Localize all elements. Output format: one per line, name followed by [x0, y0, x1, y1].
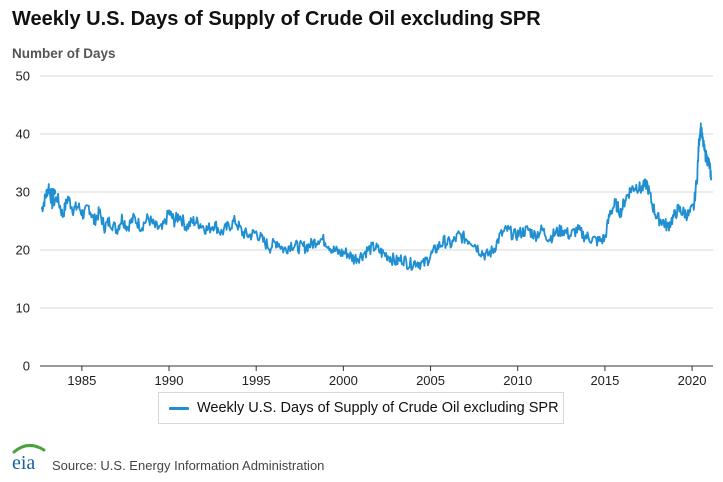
legend[interactable]: Weekly U.S. Days of Supply of Crude Oil … [158, 392, 564, 424]
x-tick-label: 2010 [503, 373, 532, 388]
x-tick-labels: 1985 1990 1995 2000 2005 2010 2015 2020 [67, 373, 706, 388]
eia-logo: eia [12, 444, 46, 474]
legend-label: Weekly U.S. Days of Supply of Crude Oil … [197, 400, 559, 416]
line-chart: 0 10 20 30 40 50 1985 1990 1995 2000 2005 2010 2015… [16, 69, 713, 388]
x-tick-label: 2015 [590, 373, 619, 388]
y-tick-label: 40 [16, 127, 30, 142]
svg-text:eia: eia [12, 452, 35, 474]
chart-title: Weekly U.S. Days of Supply of Crude Oil … [12, 8, 541, 30]
x-tick-label: 1985 [67, 373, 96, 388]
y-tick-label: 30 [16, 185, 30, 200]
hover-marker [48, 188, 57, 196]
x-tick-label: 1990 [155, 373, 184, 388]
x-tick-label: 2005 [416, 373, 445, 388]
y-tick-label: 50 [16, 69, 30, 84]
y-tick-labels: 0 10 20 30 40 50 [16, 69, 30, 374]
gridlines [40, 75, 713, 371]
x-tick-label: 2020 [678, 373, 707, 388]
legend-swatch [169, 406, 189, 410]
y-tick-label: 20 [16, 243, 30, 258]
y-tick-label: 10 [16, 301, 30, 316]
y-tick-label: 0 [23, 359, 30, 374]
source-text: Source: U.S. Energy Information Administ… [52, 458, 325, 473]
series-line [40, 122, 713, 271]
x-tick-label: 1995 [242, 373, 271, 388]
series-layer [40, 122, 713, 271]
y-axis-label: Number of Days [12, 46, 116, 61]
x-tick-label: 2000 [329, 373, 358, 388]
